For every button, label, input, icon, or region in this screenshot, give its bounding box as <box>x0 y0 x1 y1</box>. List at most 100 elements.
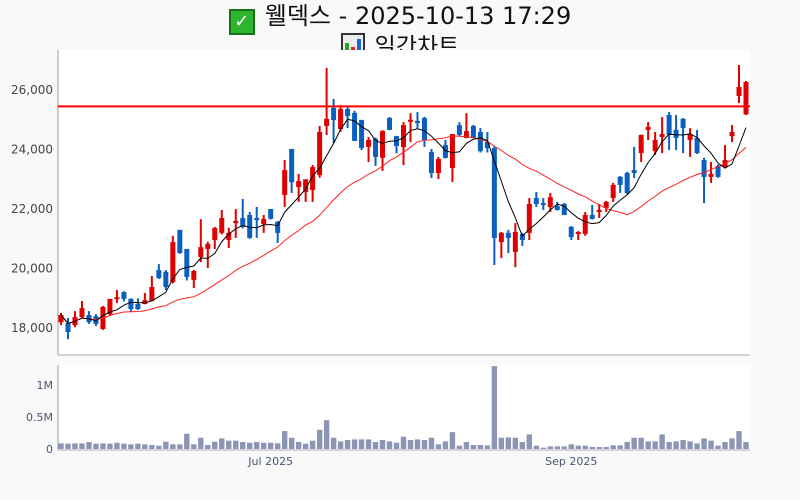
candle-body <box>652 140 658 152</box>
volume-bar <box>463 442 470 449</box>
volume-bar <box>93 443 99 449</box>
volume-bar <box>743 442 749 449</box>
candle-body <box>561 203 567 215</box>
candle-body <box>135 303 141 310</box>
volume-bar <box>79 443 85 449</box>
volume-bar <box>198 437 204 449</box>
candle-body <box>533 198 539 204</box>
candle-body <box>121 292 127 299</box>
volume-bar <box>414 439 421 449</box>
volume-bar <box>337 441 344 449</box>
volume-bar <box>372 442 379 449</box>
candle-body <box>540 203 546 206</box>
price-tick-label: 18,000 <box>11 321 53 335</box>
volume-bar <box>575 445 581 449</box>
title-text: 웰덱스 - 2025-10-13 17:29 <box>264 2 572 30</box>
candle-body <box>547 197 553 207</box>
volume-bar <box>526 434 533 449</box>
volume-bar <box>386 441 393 449</box>
volume-bar <box>596 447 602 449</box>
price-tick-label: 22,000 <box>11 202 53 216</box>
volume-bar <box>219 438 225 449</box>
volume-bar <box>547 446 553 449</box>
candle-body <box>736 87 742 96</box>
volume-bar <box>233 440 239 449</box>
volume-bar <box>261 442 267 449</box>
volume-bar <box>100 443 106 449</box>
volume-bar <box>498 437 505 449</box>
candle-body <box>254 217 260 221</box>
volume-bar <box>407 440 414 449</box>
volume-bar <box>708 440 714 449</box>
volume-bar <box>72 443 78 449</box>
chart-title: ✓ 웰덱스 - 2025-10-13 17:29 <box>0 0 800 35</box>
volume-bar <box>288 437 295 449</box>
candle-body <box>184 248 190 277</box>
volume-bar <box>659 434 665 449</box>
candle-body <box>240 217 246 227</box>
candle-body <box>673 129 679 138</box>
candle-body <box>289 148 295 183</box>
candle-body <box>191 270 197 280</box>
candle-body <box>484 142 490 149</box>
candle-body <box>603 201 609 208</box>
volume-bar <box>400 436 407 449</box>
volume-bar <box>330 437 337 449</box>
volume-bar <box>456 445 463 449</box>
volume-bar <box>736 431 742 449</box>
candle-body <box>359 120 365 149</box>
candle-body <box>694 137 700 154</box>
candle-body <box>198 247 204 257</box>
candle-body <box>666 115 672 135</box>
volume-bar <box>484 445 491 449</box>
volume-plot-area <box>58 365 750 450</box>
volume-bar <box>589 447 595 449</box>
volume-bar <box>149 445 155 449</box>
volume-bar <box>309 440 316 449</box>
volume-bar <box>184 433 190 449</box>
candle-body <box>275 221 281 233</box>
volume-bar <box>295 442 302 449</box>
candle-body <box>554 206 560 210</box>
candle-body <box>205 243 211 249</box>
volume-bar <box>491 366 498 449</box>
candle-body <box>617 176 623 185</box>
candle-body <box>624 173 630 193</box>
volume-tick-label: 0.5M <box>26 411 53 424</box>
volume-bar <box>442 441 449 449</box>
price-tick-label: 20,000 <box>11 262 53 276</box>
candle-body <box>142 300 148 304</box>
candle-body <box>659 134 665 138</box>
candle-body <box>317 131 323 176</box>
candle-body <box>708 173 714 177</box>
volume-bar <box>470 445 477 449</box>
candle-body <box>743 81 749 115</box>
candle-body <box>582 215 588 235</box>
candle-body <box>310 167 316 190</box>
candle-body <box>387 117 393 130</box>
volume-bar <box>624 442 630 449</box>
candle-body <box>128 298 134 310</box>
candle-body <box>345 109 351 116</box>
candle-body <box>442 145 448 158</box>
candle-body <box>414 120 420 124</box>
volume-bar <box>533 445 540 449</box>
volume-bar <box>701 438 707 449</box>
volume-bar <box>582 445 588 449</box>
volume-bar <box>540 447 546 449</box>
candle-body <box>456 125 462 135</box>
candle-body <box>177 229 183 254</box>
candle-body <box>233 220 239 224</box>
volume-bar <box>267 442 274 449</box>
volume-bar <box>114 442 120 449</box>
candle-body <box>296 181 302 188</box>
candle-body <box>687 134 693 140</box>
volume-bar <box>722 442 728 449</box>
volume-bar <box>379 440 386 449</box>
volume-bar <box>631 437 637 449</box>
volume-bar <box>421 440 428 449</box>
volume-bar <box>351 439 358 449</box>
volume-bar <box>121 443 127 449</box>
volume-bar <box>428 437 435 449</box>
candle-body <box>491 148 497 238</box>
